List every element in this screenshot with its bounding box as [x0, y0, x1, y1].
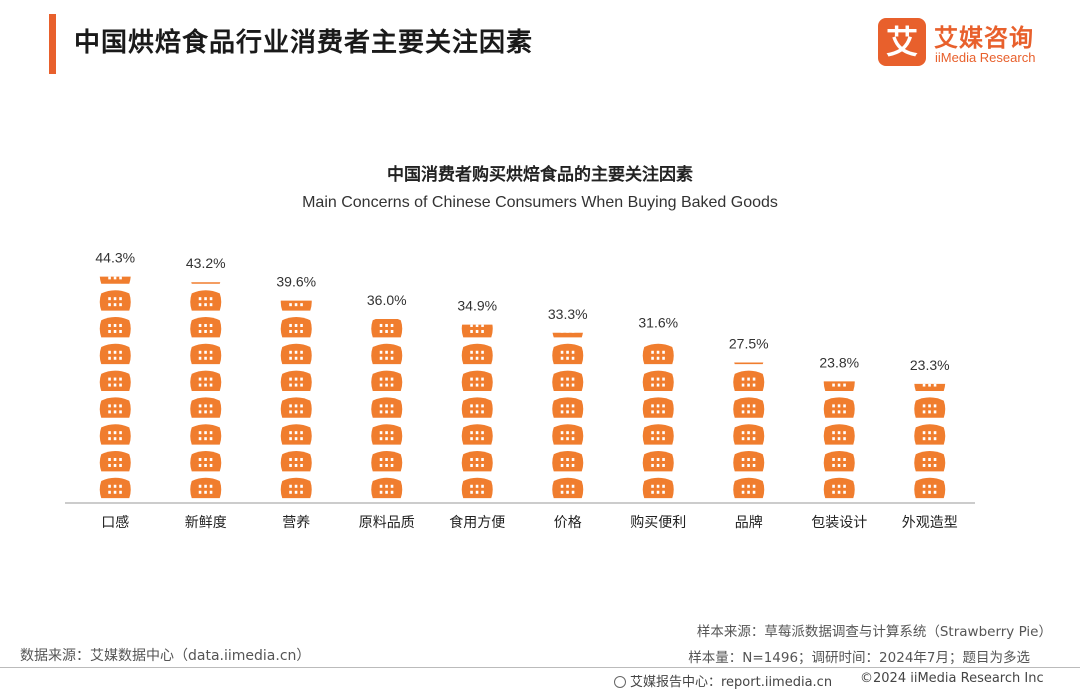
category-label: 价格: [554, 515, 582, 531]
copyright-note: ©2024 iiMedia Research Inc: [860, 671, 1044, 686]
value-label: 39.6%: [276, 274, 316, 290]
bar-原料品质: [371, 319, 403, 499]
category-label: 外观造型: [902, 515, 958, 531]
bar-价格: [552, 332, 584, 499]
data-source-note: 数据来源：艾媒数据中心（data.iimedia.cn）: [20, 648, 311, 664]
sample-size-note: 样本量：N=1496；调研时间：2024年7月；题目为多选: [688, 650, 1030, 666]
bar-购买便利: [642, 343, 674, 499]
category-label: 食用方便: [449, 514, 505, 531]
value-label: 33.3%: [548, 306, 588, 322]
title-accent-bar: [49, 14, 56, 74]
globe-icon: [614, 676, 626, 688]
sample-source-note: 样本来源：草莓派数据调查与计算系统（Strawberry Pie）: [696, 624, 1052, 640]
value-label: 23.3%: [910, 357, 950, 373]
category-label: 包装设计: [811, 515, 867, 531]
category-label: 新鲜度: [185, 515, 227, 531]
logo-english-name: iiMedia Research: [935, 50, 1036, 65]
category-label: 口感: [101, 514, 129, 531]
logo-mark-icon: 艾: [878, 18, 926, 66]
report-center-text: 艾媒报告中心：report.iimedia.cn: [630, 675, 833, 690]
report-center-note: 艾媒报告中心：report.iimedia.cn: [614, 671, 832, 690]
bar-食用方便: [461, 324, 493, 499]
bar-品牌: [733, 362, 765, 499]
value-label: 36.0%: [367, 292, 407, 308]
value-label: 34.9%: [457, 298, 497, 314]
iimedia-logo: 艾 艾媒咨询 iiMedia Research: [878, 18, 1058, 68]
logo-chinese-name: 艾媒咨询: [934, 24, 1034, 52]
bar-chart: 44.3% 口感 43.2% 新鲜度 39.6% 营养 36.0% 原料品质 34.9% 食用方便…: [65, 250, 975, 531]
value-label: 23.8%: [819, 354, 859, 370]
category-label: 品牌: [735, 514, 763, 531]
value-label: 43.2%: [186, 255, 226, 271]
page-title: 中国烘焙食品行业消费者主要关注因素: [74, 28, 534, 58]
bar-口感: [99, 276, 131, 499]
value-label: 44.3%: [95, 250, 135, 266]
category-label: 营养: [282, 515, 310, 531]
category-label: 购买便利: [630, 515, 686, 531]
bar-营养: [280, 300, 312, 499]
logo-mark-glyph: 艾: [885, 23, 918, 61]
chart-subtitle: Main Concerns of Chinese Consumers When …: [302, 194, 778, 211]
chart-title: 中国消费者购买烘焙食品的主要关注因素: [387, 165, 693, 185]
value-label: 27.5%: [729, 335, 769, 351]
bar-包装设计: [823, 381, 855, 499]
category-label: 原料品质: [359, 515, 415, 531]
bar-外观造型: [914, 383, 946, 499]
footer-divider: [0, 667, 1080, 668]
bar-新鲜度: [190, 282, 222, 499]
value-label: 31.6%: [638, 314, 678, 330]
